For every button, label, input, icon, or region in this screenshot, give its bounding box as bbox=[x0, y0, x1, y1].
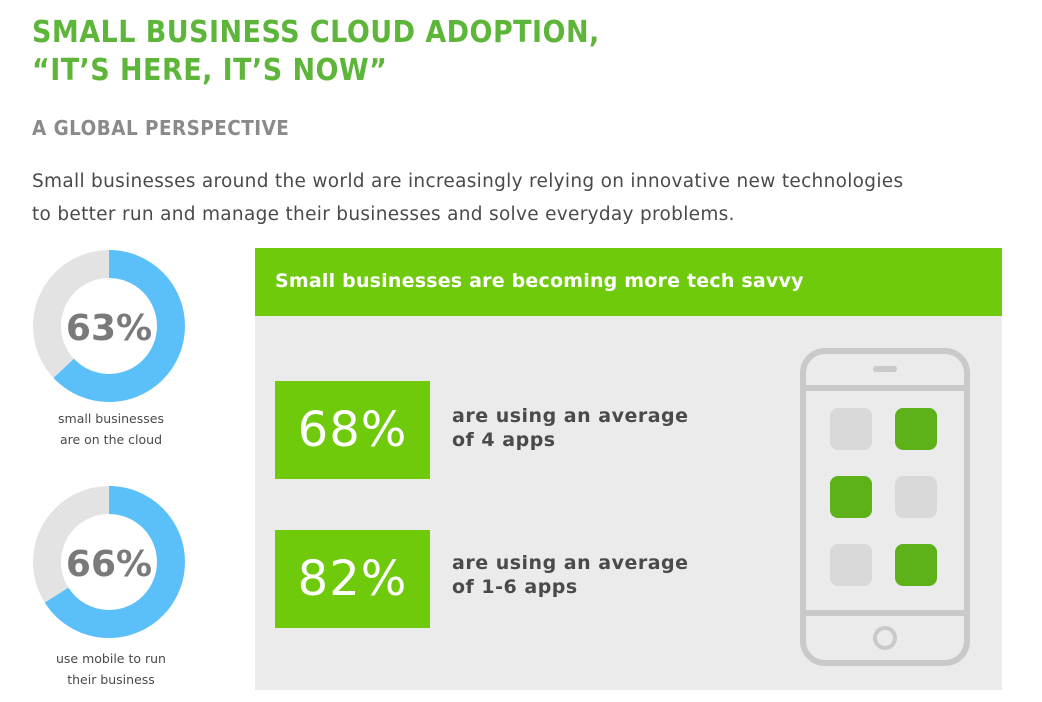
panel-heading: Small businesses are becoming more tech … bbox=[275, 270, 804, 292]
stat-line: are using an average bbox=[452, 405, 689, 427]
title-line-2: “IT’S HERE, IT’S NOW” bbox=[32, 53, 388, 88]
donut-value: 66% bbox=[66, 544, 152, 585]
caption-line: are on the cloud bbox=[59, 432, 163, 447]
intro-line-1: Small businesses around the world are in… bbox=[32, 171, 904, 192]
app-tile-gray bbox=[830, 544, 872, 586]
stat-line: of 4 apps bbox=[452, 429, 556, 451]
panel-header: Small businesses are becoming more tech … bbox=[255, 248, 1002, 316]
page-title: SMALL BUSINESS CLOUD ADOPTION, “IT’S HER… bbox=[32, 14, 600, 90]
stat-line: of 1-6 apps bbox=[452, 576, 578, 598]
app-tile-green bbox=[895, 408, 937, 450]
stat-description: are using an average of 1-6 apps bbox=[452, 551, 692, 599]
stat-value-box: 82% bbox=[275, 530, 430, 628]
smartphone-icon bbox=[800, 348, 970, 666]
app-tile-green bbox=[895, 544, 937, 586]
donut-arc bbox=[33, 250, 185, 402]
donut-mobile: 66% use mobile to run their business bbox=[20, 484, 195, 690]
donut-caption: small businesses are on the cloud bbox=[26, 408, 196, 450]
app-tile-green bbox=[830, 476, 872, 518]
intro-paragraph: Small businesses around the world are in… bbox=[32, 165, 992, 231]
donut-caption: use mobile to run their business bbox=[26, 648, 196, 690]
stat-value-box: 68% bbox=[275, 381, 430, 479]
donut-value: 63% bbox=[66, 308, 152, 349]
caption-line: their business bbox=[67, 672, 155, 687]
donut-cloud: 63% small businesses are on the cloud bbox=[20, 248, 195, 450]
app-tile-gray bbox=[895, 476, 937, 518]
donut-arc bbox=[33, 486, 185, 638]
phone-body bbox=[800, 348, 970, 666]
donut-chart-cloud: 63% bbox=[33, 250, 185, 402]
phone-home-button bbox=[873, 626, 897, 650]
stat-description: are using an average of 4 apps bbox=[452, 404, 692, 452]
caption-line: use mobile to run bbox=[56, 651, 166, 666]
phone-speaker bbox=[873, 366, 897, 372]
tech-savvy-panel: Small businesses are becoming more tech … bbox=[255, 248, 1002, 690]
intro-line-2: to better run and manage their businesse… bbox=[32, 204, 735, 225]
title-line-1: SMALL BUSINESS CLOUD ADOPTION, bbox=[32, 15, 600, 50]
stat-line: are using an average bbox=[452, 552, 689, 574]
page-subtitle: A GLOBAL PERSPECTIVE bbox=[32, 116, 290, 140]
donut-chart-mobile: 66% bbox=[33, 486, 185, 638]
app-tile-gray bbox=[830, 408, 872, 450]
caption-line: small businesses bbox=[58, 411, 164, 426]
